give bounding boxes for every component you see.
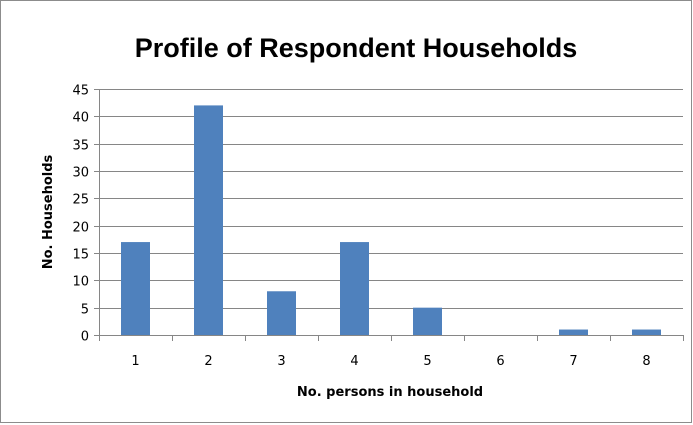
y-tick-label: 35 xyxy=(72,139,89,154)
y-tick-label: 0 xyxy=(81,330,89,345)
y-tick-label: 20 xyxy=(72,221,89,236)
y-tick-labels: 0 5 10 15 20 25 30 35 40 45 xyxy=(72,84,89,345)
x-tick-label: 6 xyxy=(496,354,504,369)
y-tick-label: 25 xyxy=(72,193,89,208)
x-tick-label: 7 xyxy=(569,354,577,369)
y-tick-label: 45 xyxy=(72,84,89,99)
y-tick-label: 10 xyxy=(72,275,89,290)
bar-3 xyxy=(267,291,296,335)
y-tick-label: 30 xyxy=(72,166,89,181)
bar-8 xyxy=(632,329,661,335)
y-axis-title: No. Households xyxy=(41,154,56,269)
bar-7 xyxy=(559,329,588,335)
x-tick-label: 8 xyxy=(642,354,650,369)
bar-5 xyxy=(413,307,442,335)
y-tick-label: 5 xyxy=(81,303,89,318)
x-tick-label: 5 xyxy=(423,354,431,369)
bar-4 xyxy=(340,242,369,335)
bars xyxy=(121,105,661,336)
bar-1 xyxy=(121,242,150,335)
x-axis-title: No. persons in household xyxy=(297,385,483,400)
x-tick-labels: 1 2 3 4 5 6 7 8 xyxy=(131,354,650,369)
y-tick-label: 15 xyxy=(72,248,89,263)
x-tick-label: 3 xyxy=(277,354,285,369)
x-tick-label: 2 xyxy=(204,354,212,369)
y-tick-label: 40 xyxy=(72,111,89,126)
gridlines xyxy=(99,89,683,309)
x-tick-label: 1 xyxy=(131,354,139,369)
axes xyxy=(94,89,684,341)
bar-2 xyxy=(194,105,223,336)
x-tick-label: 4 xyxy=(350,354,358,369)
chart-title: Profile of Respondent Households xyxy=(135,33,578,63)
